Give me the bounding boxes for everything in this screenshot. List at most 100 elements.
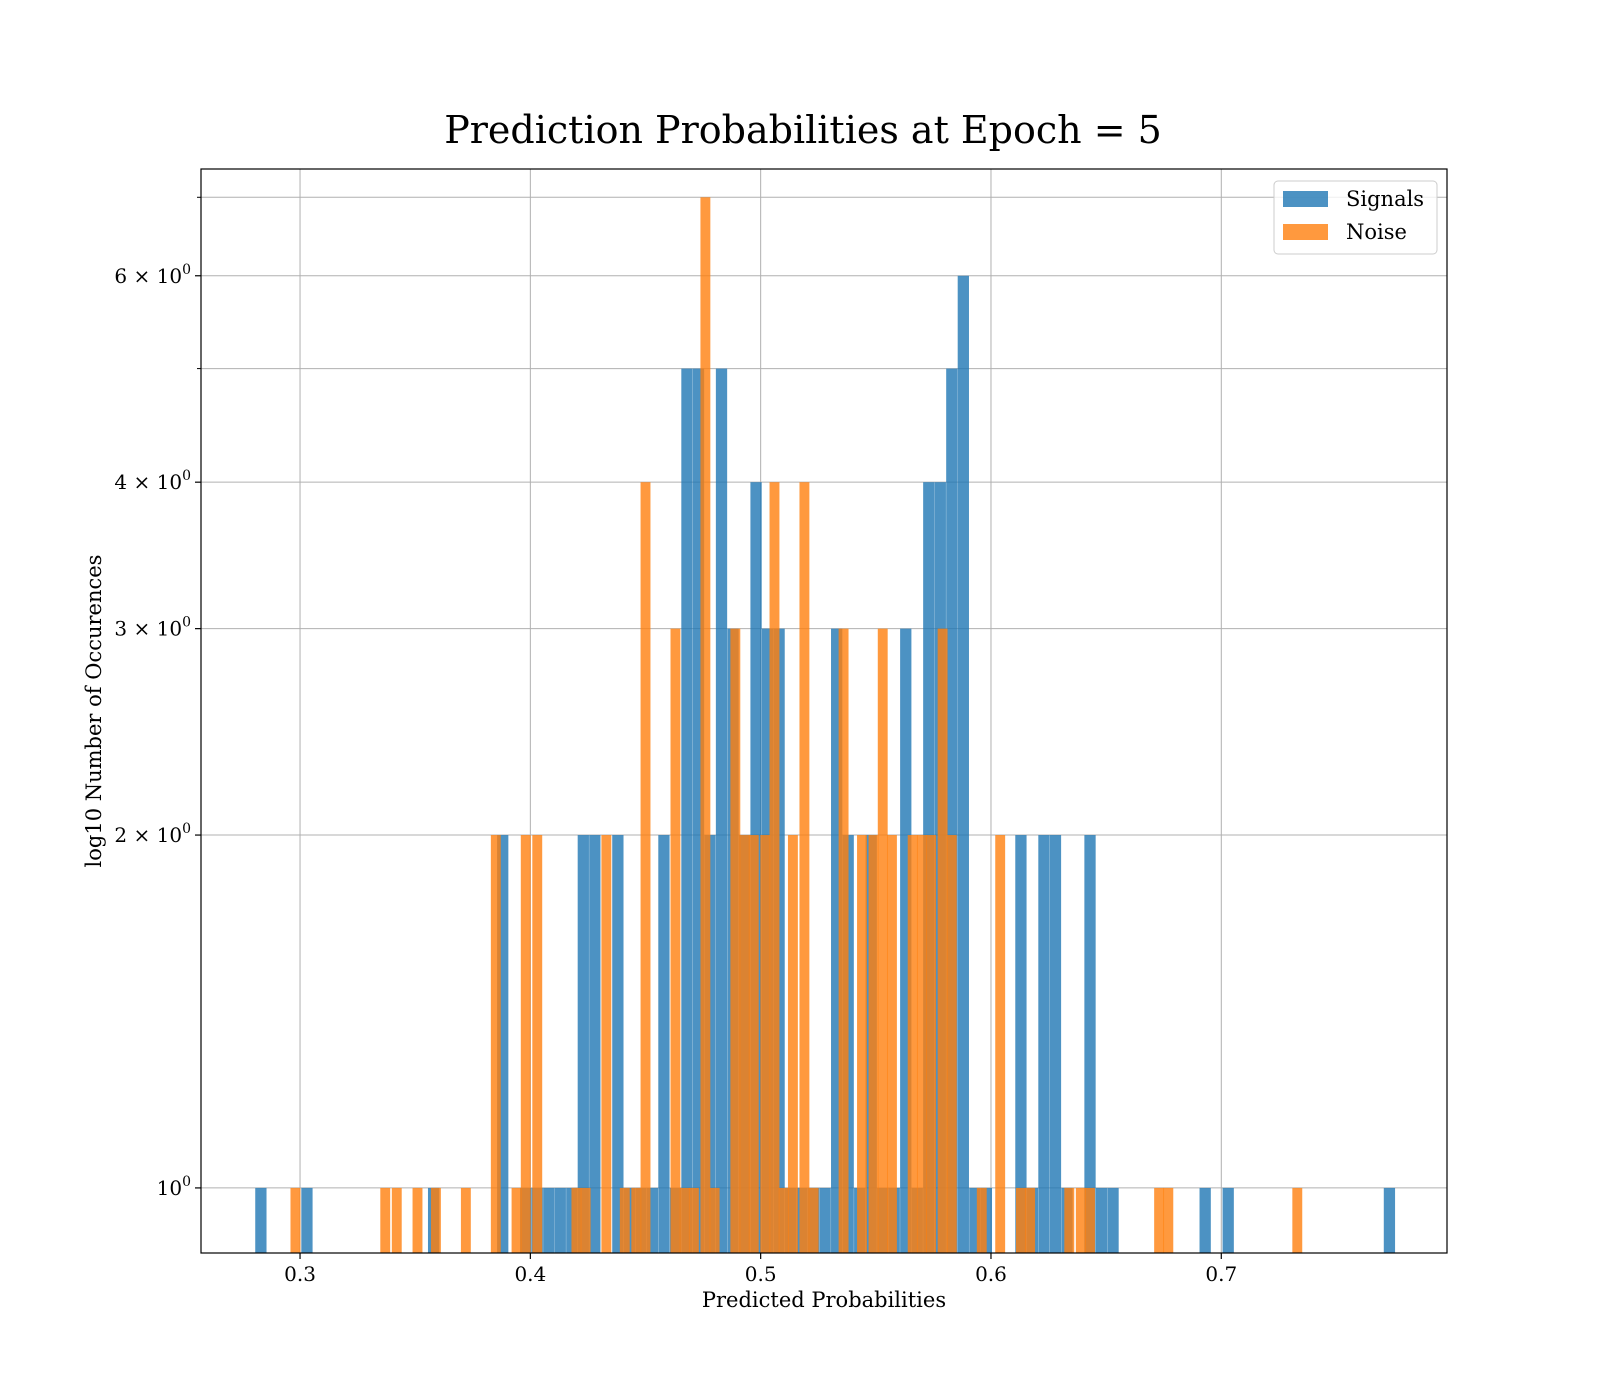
legend-label-noise: Noise (1346, 220, 1407, 244)
noise-bar (520, 835, 531, 1253)
signals-bar (1107, 1187, 1119, 1253)
signals-bar (900, 628, 912, 1253)
x-tick-label: 0.4 (514, 1262, 546, 1286)
noise-bar (730, 628, 741, 1253)
y-tick-label: 3 × 100 (114, 615, 191, 641)
y-tick-base: 6 × 10 (114, 264, 182, 288)
signals-bar (577, 835, 589, 1253)
noise-bar (490, 835, 501, 1253)
noise-bar (976, 1187, 987, 1253)
noise-bar (619, 1187, 630, 1253)
signals-bar (612, 835, 624, 1253)
signals-bar (1049, 835, 1062, 1253)
signals-bar (692, 368, 705, 1253)
noise-bar (1154, 1187, 1165, 1253)
y-tick-base: 3 × 10 (114, 617, 182, 641)
y-tick-base: 10 (157, 1176, 182, 1200)
y-tick-exponent: 0 (182, 821, 191, 837)
noise-bar (907, 835, 918, 1253)
x-tick-label: 0.7 (1205, 1262, 1237, 1286)
x-tick-label: 0.5 (745, 1262, 777, 1286)
y-tick-label: 2 × 100 (114, 821, 191, 847)
noise-bar (1163, 1187, 1174, 1253)
histogram-bars (255, 197, 1396, 1253)
signals-bar (1015, 835, 1027, 1253)
signals-bar (646, 1187, 659, 1253)
legend-swatch-signals (1283, 191, 1328, 207)
noise-bar (460, 1187, 471, 1253)
noise-bar (1075, 1187, 1086, 1253)
noise-bar (640, 482, 651, 1253)
signals-bar (255, 1187, 267, 1253)
noise-bar (688, 1187, 699, 1253)
noise-bar (412, 1187, 423, 1253)
noise-bar (799, 482, 810, 1253)
x-axis-label: Predicted Probabilities (702, 1288, 946, 1312)
signals-bar (831, 628, 843, 1253)
signals-bar (589, 835, 601, 1253)
y-tick-label: 4 × 100 (114, 468, 191, 494)
x-tick-label: 0.3 (284, 1262, 316, 1286)
signals-bar (1383, 1187, 1396, 1253)
signals-bar (957, 275, 969, 1253)
noise-bar (926, 835, 937, 1253)
noise-bar (601, 835, 612, 1253)
noise-bar (868, 835, 879, 1253)
y-axis-label: log10 Number of Occurences (82, 555, 106, 868)
noise-bar (778, 1187, 789, 1253)
noise-bar (748, 835, 759, 1253)
noise-bar (937, 628, 948, 1253)
x-axis-ticks: 0.3 0.4 0.5 0.6 0.7 (284, 1253, 1237, 1286)
noise-bar (571, 1187, 582, 1253)
y-tick-exponent: 0 (182, 468, 191, 484)
signals-bar (819, 1187, 831, 1253)
noise-bar (709, 1187, 720, 1253)
signals-bar (946, 368, 958, 1253)
signals-bar (1095, 1187, 1108, 1253)
legend: Signals Noise (1273, 180, 1438, 255)
y-tick-base: 4 × 10 (114, 470, 182, 494)
noise-bar (580, 1187, 591, 1253)
noise-bar (946, 835, 957, 1253)
signals-bar (1199, 1187, 1211, 1253)
noise-bar (1015, 1187, 1026, 1253)
noise-bar (1025, 1187, 1036, 1253)
y-tick-label: 100 (157, 1174, 191, 1200)
noise-bar (700, 197, 711, 1253)
legend-swatch-noise (1283, 224, 1328, 240)
noise-bar (380, 1187, 391, 1253)
noise-bar (877, 628, 888, 1253)
noise-bar (391, 1187, 402, 1253)
noise-bar (857, 835, 867, 1253)
noise-bar (631, 1187, 642, 1253)
signals-bar (301, 1187, 313, 1253)
noise-bar (1064, 1187, 1075, 1253)
noise-bar (511, 1187, 522, 1253)
noise-bar (769, 482, 780, 1253)
plot-frame (200, 168, 1448, 1254)
y-tick-exponent: 0 (182, 262, 191, 278)
noise-bar (838, 628, 849, 1253)
y-tick-exponent: 0 (182, 1174, 191, 1190)
noise-bar (916, 835, 927, 1253)
x-tick-label: 0.6 (975, 1262, 1007, 1286)
noise-bar (995, 835, 1006, 1253)
signals-bar (715, 368, 728, 1253)
y-tick-base: 2 × 10 (114, 823, 182, 847)
signals-bar (554, 1187, 566, 1253)
noise-bar (1292, 1187, 1303, 1253)
signals-bar (543, 1187, 555, 1253)
chart-title: Prediction Probabilities at Epoch = 5 (444, 108, 1162, 152)
noise-bar (886, 835, 897, 1253)
noise-bar (430, 1187, 441, 1253)
signals-bar (1038, 835, 1050, 1253)
signals-bar (1084, 835, 1096, 1253)
signals-bar (969, 1187, 981, 1253)
noise-bar (679, 1187, 690, 1253)
noise-bar (290, 1187, 301, 1253)
y-tick-exponent: 0 (182, 615, 191, 631)
noise-bar (670, 628, 681, 1253)
grid-lines (201, 169, 1447, 1253)
